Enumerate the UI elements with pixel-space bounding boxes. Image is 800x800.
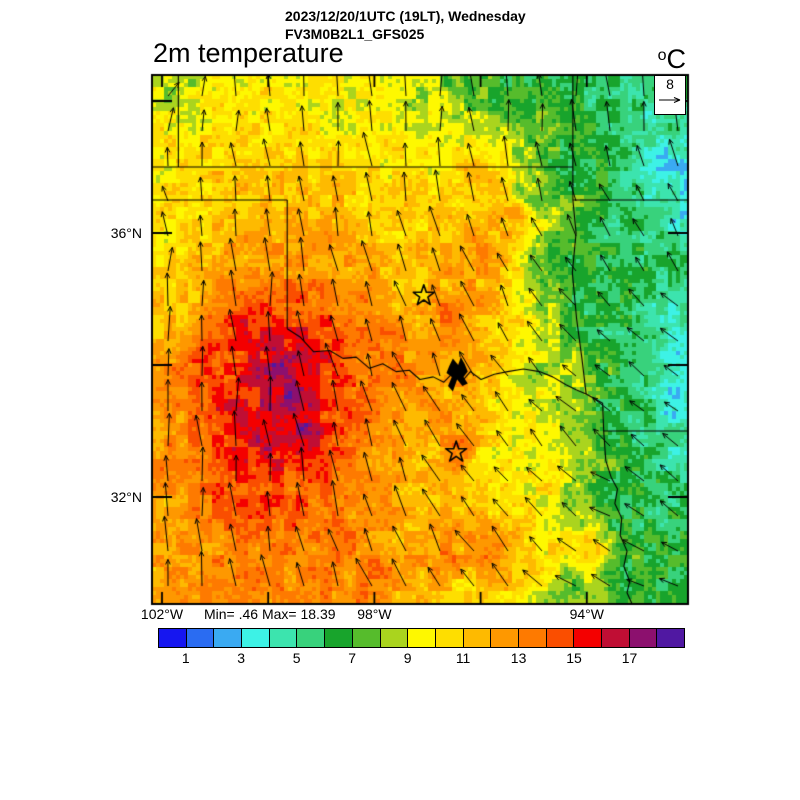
colorbar-segment [269,629,298,647]
colorbar-segment [518,629,547,647]
colorbar-tick-label: 17 [621,650,638,666]
colorbar-segment [214,629,243,647]
colorbar-segment [491,629,519,647]
colorbar-tick-label: 7 [348,650,357,666]
colorbar-segment [657,629,685,647]
wind-reference-box: 8 [654,75,686,115]
colorbar-tick-label: 13 [510,650,527,666]
colorbar-segment [297,629,326,647]
colorbar-segment [242,629,270,647]
colorbar-segment [463,629,492,647]
colorbar-segment [325,629,353,647]
lon-label: 98°W [357,606,392,622]
colorbar-segment [546,629,575,647]
colorbar-segment [602,629,630,647]
lon-label: 94°W [569,606,604,622]
wind-reference-value: 8 [666,76,674,92]
lon-label: 102°W [140,606,184,622]
colorbar-tick-label: 15 [566,650,582,666]
colorbar-segment [435,629,464,647]
colorbar-segment [574,629,602,647]
lat-label: 36°N [110,225,142,241]
colorbar-segment [352,629,381,647]
colorbar [158,628,685,648]
colorbar-segment [186,629,215,647]
colorbar-tick-label: 11 [455,650,471,666]
min-max-stats: Min= .46 Max= 18.39 [204,606,336,622]
colorbar-tick-label: 1 [181,650,190,666]
colorbar-segment [159,629,187,647]
colorbar-tick-label: 5 [292,650,301,666]
colorbar-segment [629,629,658,647]
colorbar-segment [408,629,436,647]
colorbar-tick-label: 3 [237,650,246,666]
colorbar-segment [380,629,409,647]
lat-label: 32°N [110,489,142,505]
colorbar-tick-label: 9 [403,650,412,666]
wind-reference-arrow [659,97,681,103]
